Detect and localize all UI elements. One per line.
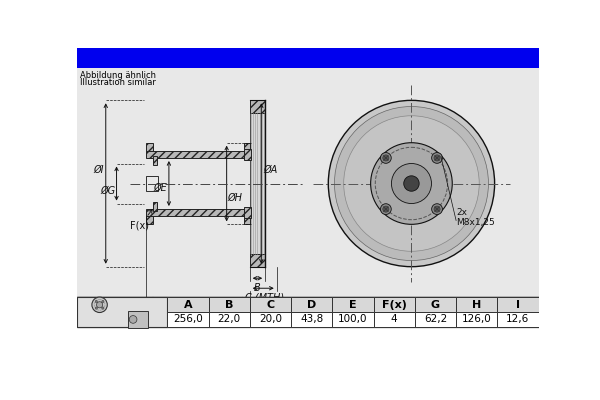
- Bar: [209, 312, 250, 327]
- Circle shape: [344, 116, 479, 251]
- Polygon shape: [153, 202, 157, 211]
- Polygon shape: [146, 209, 244, 216]
- Text: 126,0: 126,0: [462, 314, 491, 324]
- Bar: [291, 312, 332, 327]
- Text: E: E: [349, 300, 357, 310]
- Text: C: C: [266, 300, 275, 310]
- Circle shape: [102, 300, 104, 303]
- Text: 22,0: 22,0: [218, 314, 241, 324]
- Text: ØH: ØH: [227, 192, 242, 202]
- Text: I: I: [516, 300, 520, 310]
- Circle shape: [383, 206, 389, 212]
- Polygon shape: [244, 207, 251, 218]
- Circle shape: [431, 152, 442, 163]
- Bar: [209, 298, 250, 312]
- Bar: [497, 298, 539, 312]
- Bar: [415, 312, 456, 327]
- Text: 43,8: 43,8: [300, 314, 323, 324]
- Circle shape: [380, 204, 391, 214]
- Text: 12,6: 12,6: [506, 314, 530, 324]
- Text: 20,0: 20,0: [259, 314, 282, 324]
- Bar: [250, 113, 265, 254]
- Bar: [415, 298, 456, 312]
- Text: ØI: ØI: [94, 165, 104, 175]
- Text: D: D: [307, 300, 316, 310]
- Bar: [374, 312, 415, 327]
- Bar: [250, 298, 291, 312]
- Bar: [374, 298, 415, 312]
- Text: F(x): F(x): [130, 210, 152, 230]
- Circle shape: [95, 300, 97, 303]
- Polygon shape: [250, 100, 265, 113]
- Text: ØG: ØG: [100, 186, 115, 196]
- Circle shape: [431, 204, 442, 214]
- Polygon shape: [146, 143, 153, 151]
- Circle shape: [434, 206, 440, 212]
- Bar: [456, 312, 497, 327]
- Bar: [456, 298, 497, 312]
- Text: B: B: [254, 283, 261, 293]
- Text: A: A: [184, 300, 192, 310]
- Bar: [77, 48, 539, 68]
- Circle shape: [434, 155, 440, 161]
- Circle shape: [334, 106, 488, 260]
- Bar: [291, 298, 332, 312]
- Text: B: B: [225, 300, 233, 310]
- Circle shape: [328, 100, 494, 267]
- Bar: [146, 176, 158, 191]
- Text: 24.0122-0313.1: 24.0122-0313.1: [140, 49, 298, 67]
- Circle shape: [383, 155, 389, 161]
- Bar: [250, 312, 291, 327]
- Text: F(x): F(x): [382, 300, 407, 310]
- Circle shape: [97, 302, 103, 308]
- Polygon shape: [153, 156, 157, 165]
- Circle shape: [92, 297, 107, 312]
- Bar: [128, 311, 148, 328]
- Text: 4: 4: [391, 314, 397, 324]
- Text: 100,0: 100,0: [338, 314, 368, 324]
- Text: H: H: [472, 300, 481, 310]
- Bar: [153, 149, 250, 218]
- Text: 256,0: 256,0: [173, 314, 203, 324]
- Bar: [77, 298, 539, 327]
- Circle shape: [391, 164, 431, 204]
- Circle shape: [102, 307, 104, 309]
- Polygon shape: [250, 254, 265, 267]
- Polygon shape: [146, 151, 244, 158]
- Text: Abbildung ähnlich: Abbildung ähnlich: [80, 71, 155, 80]
- Text: G: G: [431, 300, 440, 310]
- Bar: [77, 68, 539, 298]
- Bar: [497, 312, 539, 327]
- Bar: [142, 176, 146, 191]
- Text: ØE: ØE: [154, 182, 167, 192]
- Circle shape: [129, 316, 137, 323]
- Text: 422313: 422313: [340, 49, 415, 67]
- Text: 2x
M8x1,25: 2x M8x1,25: [456, 208, 495, 227]
- Text: Illustration similar: Illustration similar: [80, 78, 155, 87]
- Circle shape: [404, 176, 419, 191]
- Bar: [332, 298, 374, 312]
- Circle shape: [380, 152, 391, 163]
- Text: 62,2: 62,2: [424, 314, 447, 324]
- Polygon shape: [244, 149, 251, 160]
- Polygon shape: [244, 218, 250, 224]
- Bar: [167, 298, 209, 312]
- Text: ØA: ØA: [263, 165, 278, 175]
- Circle shape: [95, 307, 97, 309]
- Polygon shape: [244, 143, 250, 149]
- Polygon shape: [146, 216, 153, 224]
- Text: D: D: [194, 304, 202, 314]
- Text: C (MTH): C (MTH): [245, 293, 284, 303]
- Circle shape: [371, 143, 452, 224]
- Bar: [167, 312, 209, 327]
- Bar: [332, 312, 374, 327]
- Bar: [77, 298, 167, 327]
